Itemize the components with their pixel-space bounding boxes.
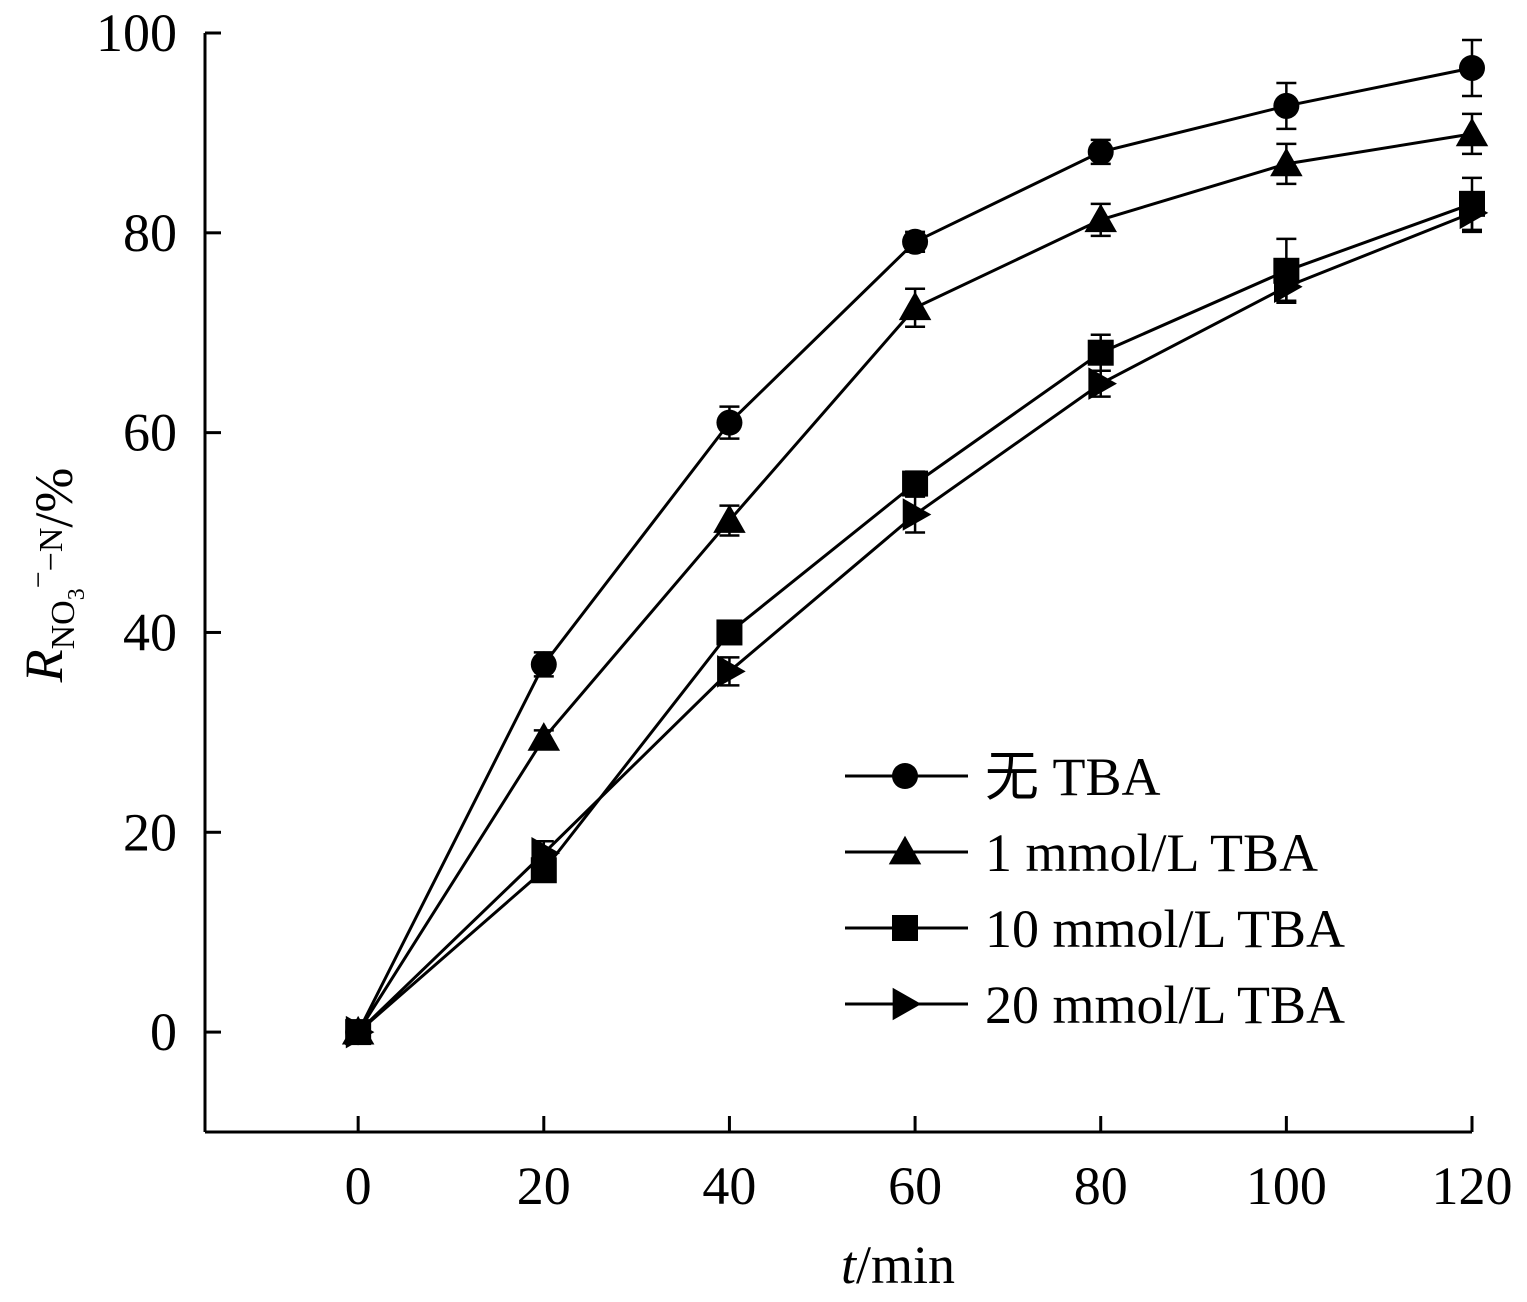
- circle-marker: [1273, 92, 1300, 119]
- triangle-right-marker: [1274, 270, 1303, 304]
- series-triangle: [341, 112, 1489, 1045]
- square-marker: [1087, 339, 1114, 366]
- y-tick-label: 40: [123, 602, 177, 662]
- triangle-right-marker: [1459, 196, 1489, 230]
- series-line: [356, 132, 1473, 1033]
- y-tick-label: 20: [123, 802, 177, 862]
- legend-label: 20 mmol/L TBA: [985, 975, 1345, 1035]
- legend-label: 10 mmol/L TBA: [985, 899, 1345, 959]
- triangle-marker: [1084, 203, 1117, 233]
- y-tick-label: 60: [123, 403, 177, 463]
- circle-marker: [1459, 54, 1485, 81]
- legend-label: 1 mmol/L TBA: [985, 823, 1318, 883]
- x-axis-title: t/min: [841, 1235, 955, 1295]
- square-marker: [716, 619, 743, 646]
- triangle-marker: [713, 504, 746, 533]
- triangle-right-marker: [345, 1015, 375, 1049]
- triangle-right-marker: [717, 655, 746, 688]
- x-tick-label: 60: [888, 1156, 942, 1216]
- circle-marker: [530, 651, 557, 678]
- axis-labels: t/min RNO3−−N/%: [14, 468, 955, 1295]
- x-tick-label: 40: [702, 1156, 756, 1216]
- square-marker: [902, 470, 929, 497]
- x-tick-label: 0: [345, 1156, 372, 1216]
- triangle-marker: [1270, 147, 1303, 177]
- triangle-marker: [888, 835, 922, 865]
- circle-marker: [716, 409, 743, 436]
- triangle-right-marker: [892, 987, 922, 1021]
- x-tick-label: 100: [1246, 1156, 1327, 1216]
- y-tick-label: 0: [150, 1002, 177, 1062]
- x-tick-label: 120: [1432, 1156, 1513, 1216]
- legend-label: 无 TBA: [985, 747, 1161, 807]
- triangle-right-marker: [531, 837, 561, 870]
- axes: 0 20 40 60 80 100 0 20 40 60 80 100 120: [96, 3, 1513, 1216]
- y-axis-title: RNO3−−N/%: [14, 468, 90, 684]
- triangle-marker: [1455, 117, 1489, 147]
- circle-marker: [892, 763, 918, 789]
- y-tick-label: 100: [96, 3, 177, 63]
- x-tick-label: 80: [1074, 1156, 1128, 1216]
- series-group: [341, 38, 1489, 1049]
- circle-marker: [1087, 138, 1114, 165]
- circle-marker: [902, 228, 929, 255]
- triangle-marker: [898, 291, 932, 321]
- triangle-marker: [527, 722, 561, 751]
- triangle-right-marker: [1088, 367, 1117, 400]
- series-triangle-right: [345, 192, 1489, 1049]
- legend: 无 TBA 1 mmol/L TBA 10 mmol/L TBA 20 mmol/L …: [845, 747, 1345, 1035]
- x-tick-label: 20: [517, 1156, 571, 1216]
- y-tick-label: 80: [123, 203, 177, 263]
- triangle-right-marker: [902, 498, 932, 531]
- square-marker: [892, 915, 918, 941]
